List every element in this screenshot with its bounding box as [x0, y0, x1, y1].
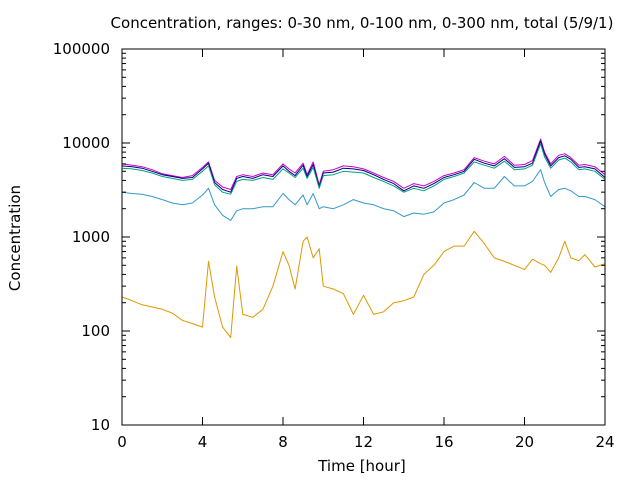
plot-area [121, 48, 606, 426]
x-tick-label: 24 [595, 433, 614, 451]
x-tick-label: 12 [354, 433, 373, 451]
chart-title: Concentration, ranges: 0-30 nm, 0-100 nm… [111, 14, 614, 32]
series-line-3 [121, 143, 606, 195]
y-tick-label: 1000 [72, 228, 110, 246]
x-axis: 0 4 8 12 16 20 24 [117, 49, 615, 451]
y-tick-label: 100 [81, 322, 110, 340]
x-axis-label: Time [hour] [317, 457, 406, 475]
series-line-4 [121, 169, 606, 221]
y-tick-label: 10 [91, 416, 110, 434]
x-tick-label: 4 [198, 433, 208, 451]
y-axis-label: Concentration [6, 185, 24, 291]
x-tick-label: 8 [278, 433, 288, 451]
y-tick-label: 100000 [53, 40, 110, 58]
x-tick-label: 0 [117, 433, 127, 451]
x-tick-label: 20 [515, 433, 534, 451]
series-line-5 [121, 230, 606, 339]
y-axis: 10 100 1000 10000 100000 [53, 40, 605, 434]
x-tick-label: 16 [434, 433, 453, 451]
y-tick-label: 10000 [62, 134, 110, 152]
plot-frame [121, 48, 606, 426]
series-line-2 [121, 140, 606, 193]
